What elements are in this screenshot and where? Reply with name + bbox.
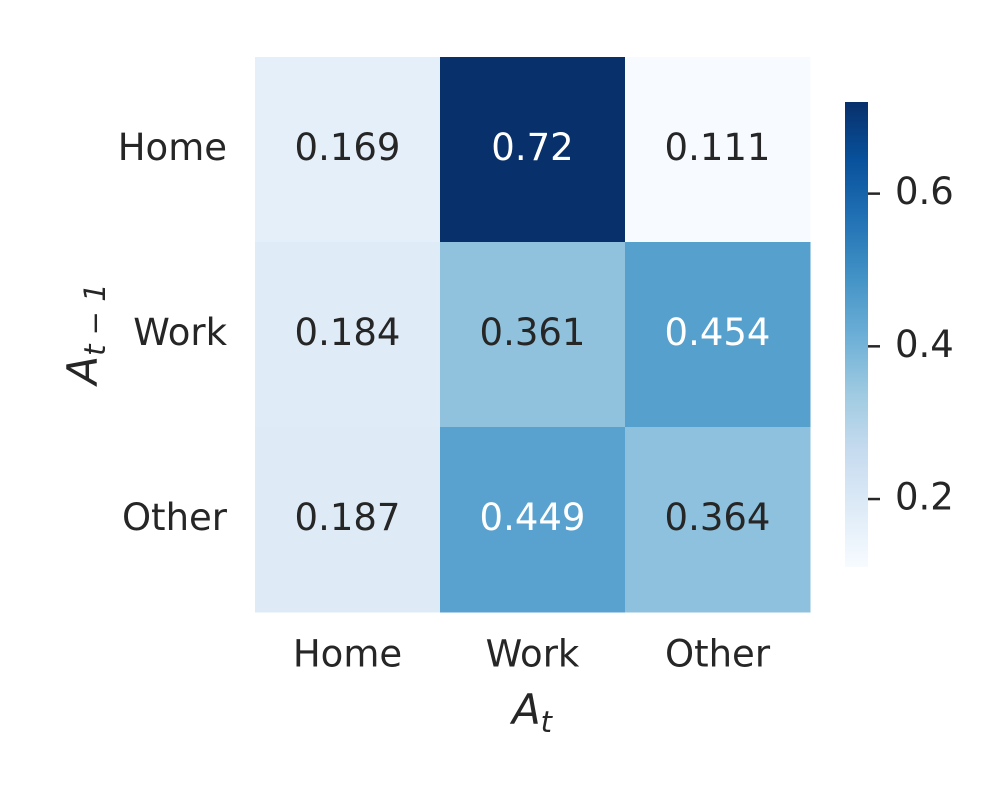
cell-label: 0.169 [295, 126, 401, 169]
y-tick-label: Work [133, 311, 227, 354]
y-tick-label: Other [122, 496, 228, 539]
heatmap-cell [625, 57, 811, 243]
colorbar-tick-label: 0.2 [895, 476, 954, 519]
y-tick-label: Home [118, 126, 227, 169]
x-tick-label: Other [665, 633, 771, 676]
heatmap-cell [255, 242, 441, 428]
cell-label: 0.111 [665, 126, 771, 169]
x-axis-label-base: A [509, 685, 541, 734]
heatmap-cell [625, 427, 811, 613]
heatmap-cell [625, 242, 811, 428]
heatmap-cell [255, 427, 441, 613]
colorbar-tick-label: 0.4 [895, 323, 954, 366]
cell-label: 0.454 [665, 311, 771, 354]
x-axis-label-sub: t [541, 705, 554, 739]
x-tick-label: Work [486, 633, 580, 676]
y-axis-label-base: A [58, 356, 107, 388]
colorbar-tick-label: 0.6 [895, 170, 954, 213]
heatmap-cell [255, 57, 441, 243]
y-axis-label-sub: t − 1 [78, 283, 112, 356]
heatmap-cell [440, 57, 626, 243]
cell-label: 0.364 [665, 496, 771, 539]
heatmap-cell [440, 242, 626, 428]
cell-label: 0.187 [295, 496, 401, 539]
y-axis-label: At − 1 [58, 283, 113, 387]
cell-label: 0.361 [480, 311, 586, 354]
heatmap-cell [440, 427, 626, 613]
colorbar [845, 102, 868, 567]
cell-label: 0.449 [480, 496, 586, 539]
x-axis-label: At [509, 685, 554, 740]
cell-label: 0.72 [491, 126, 573, 169]
cell-label: 0.184 [295, 311, 401, 354]
x-tick-label: Home [293, 633, 402, 676]
